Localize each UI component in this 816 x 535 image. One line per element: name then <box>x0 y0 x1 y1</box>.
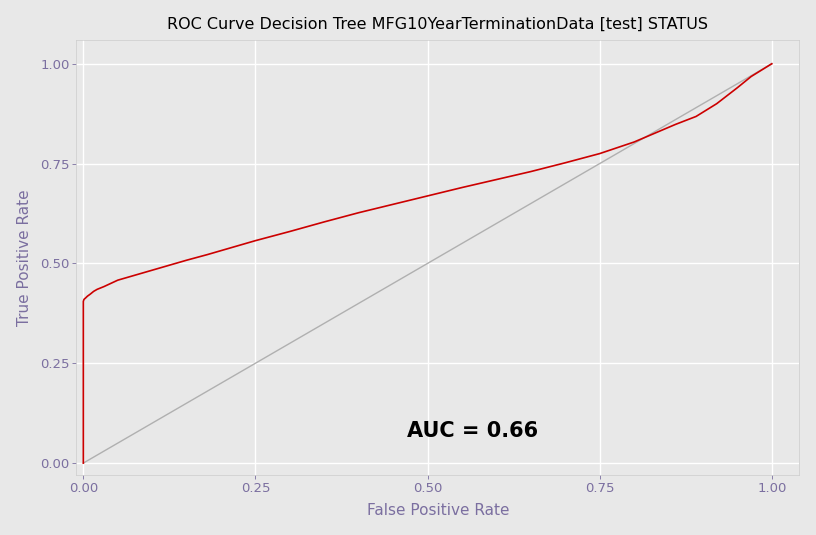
Y-axis label: True Positive Rate: True Positive Rate <box>16 189 32 326</box>
X-axis label: False Positive Rate: False Positive Rate <box>366 503 509 518</box>
Title: ROC Curve Decision Tree MFG10YearTerminationData [test] STATUS: ROC Curve Decision Tree MFG10YearTermina… <box>167 17 708 32</box>
Text: AUC = 0.66: AUC = 0.66 <box>407 421 538 441</box>
